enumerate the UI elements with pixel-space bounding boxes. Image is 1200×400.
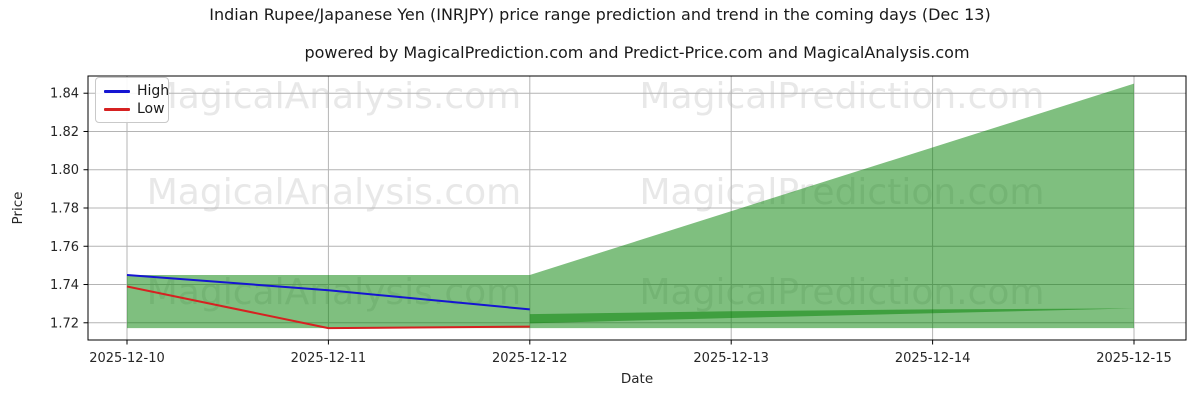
chart-subtitle: powered by MagicalPrediction.com and Pre… [304,43,970,62]
legend-label-low: Low [137,101,165,117]
legend-item-low: Low [104,102,165,116]
chart-title: Indian Rupee/Japanese Yen (INRJPY) price… [209,5,991,24]
y-tick-label: 1.72 [50,316,79,331]
observed-range-band [127,274,530,329]
y-axis-label: Price [10,192,26,225]
watermark-text: MagicalAnalysis.com [147,76,521,117]
legend-item-high: High [104,84,169,98]
x-axis-label: Date [621,371,653,387]
x-tick-label: 2025-12-14 [895,351,971,366]
watermark-text: MagicalPrediction.com [640,76,1045,117]
low-line-swatch [104,107,130,111]
x-tick-label: 2025-12-12 [492,351,568,366]
y-tick-label: 1.82 [50,125,79,140]
x-tick-label: 2025-12-11 [291,351,367,366]
low-line [126,285,530,330]
y-tick-label: 1.74 [50,278,79,293]
x-tick-label: 2025-12-10 [89,351,165,366]
x-tick-label: 2025-12-13 [693,351,769,366]
y-tick-label: 1.80 [50,163,79,178]
legend-label-high: High [137,83,170,99]
forecast-fan-band [529,83,1134,329]
forecast-overlap-wedge-band [529,308,1134,324]
high-line-swatch [104,89,130,93]
y-tick-label: 1.76 [50,240,79,255]
y-tick-label: 1.84 [50,87,79,102]
watermark-text: MagicalAnalysis.com [147,172,521,213]
x-tick-label: 2025-12-15 [1096,351,1172,366]
high-line [126,273,530,311]
legend: High Low [95,77,169,123]
y-tick-label: 1.78 [50,202,79,217]
